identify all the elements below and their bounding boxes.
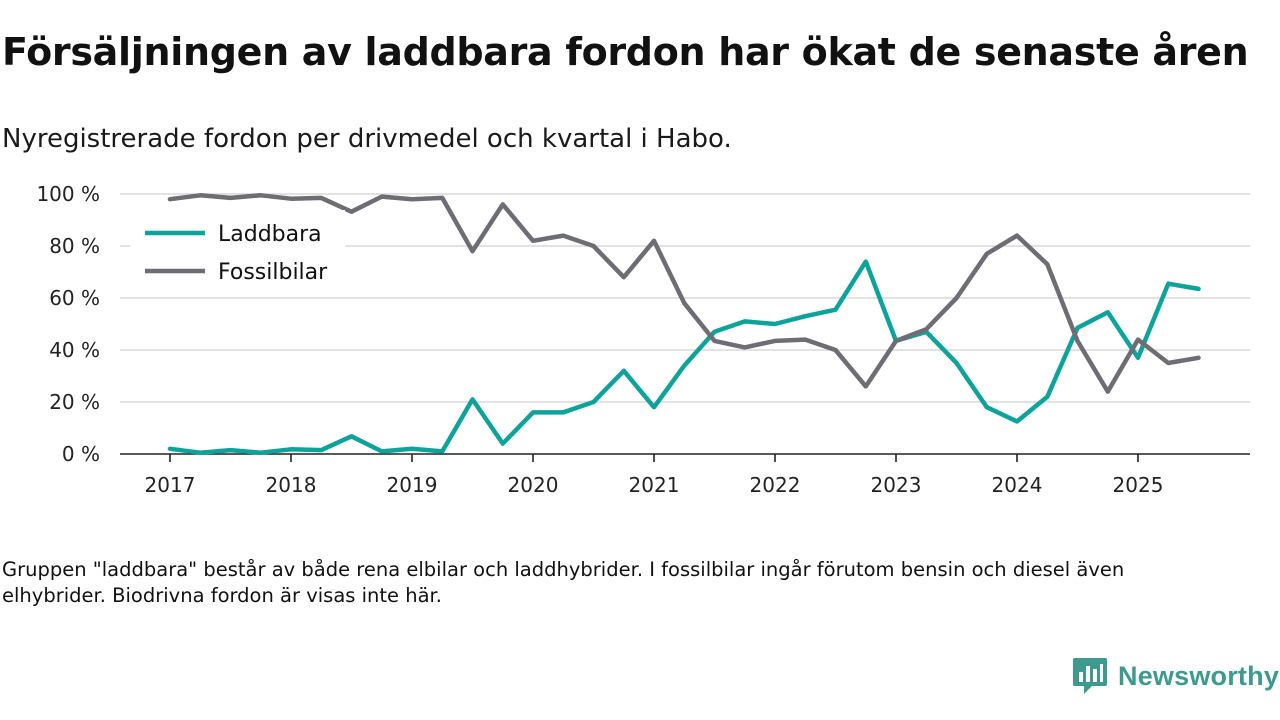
- chart-subtitle: Nyregistrerade fordon per drivmedel och …: [2, 124, 732, 154]
- x-tick-label: 2023: [871, 473, 922, 497]
- legend-background: [130, 210, 345, 290]
- x-tick-label: 2025: [1113, 473, 1164, 497]
- y-tick-label: 100 %: [36, 182, 100, 206]
- newsworthy-logo-icon: [1073, 658, 1107, 694]
- y-tick-label: 20 %: [49, 390, 100, 414]
- x-tick-label: 2022: [750, 473, 801, 497]
- line-chart: 0 % 20 % 40 % 60 % 80 % 100 % 2017 2018 2019 202…: [36, 182, 1250, 497]
- legend: Laddbara Fossilbilar: [130, 210, 345, 290]
- x-axis: 2017 2018 2019 2020 2021 2022 2023 2024 2025: [120, 453, 1250, 497]
- y-axis-ticks: 0 % 20 % 40 % 60 % 80 % 100 %: [36, 182, 100, 466]
- brand-name: Newsworthy: [1118, 660, 1280, 691]
- series-line-laddbara: [167, 259, 1201, 455]
- series-line-fossilbilar: [167, 193, 1201, 394]
- x-tick-label: 2019: [387, 473, 438, 497]
- y-tick-label: 80 %: [49, 234, 100, 258]
- y-tick-label: 0 %: [62, 442, 100, 466]
- x-tick-label: 2020: [508, 473, 559, 497]
- footnote: Gruppen "laddbara" består av både rena e…: [2, 558, 1125, 607]
- y-tick-label: 40 %: [49, 338, 100, 362]
- x-tick-label: 2021: [629, 473, 680, 497]
- y-tick-label: 60 %: [49, 286, 100, 310]
- chart-title: Försäljningen av laddbara fordon har öka…: [2, 30, 1249, 74]
- x-tick-label: 2024: [992, 473, 1043, 497]
- newsworthy-logo: Newsworthy: [1072, 656, 1279, 696]
- x-tick-label: 2018: [266, 473, 317, 497]
- legend-label: Laddbara: [218, 222, 322, 247]
- series-lines: [167, 193, 1201, 455]
- legend-label: Fossilbilar: [218, 260, 328, 285]
- x-tick-label: 2017: [145, 473, 196, 497]
